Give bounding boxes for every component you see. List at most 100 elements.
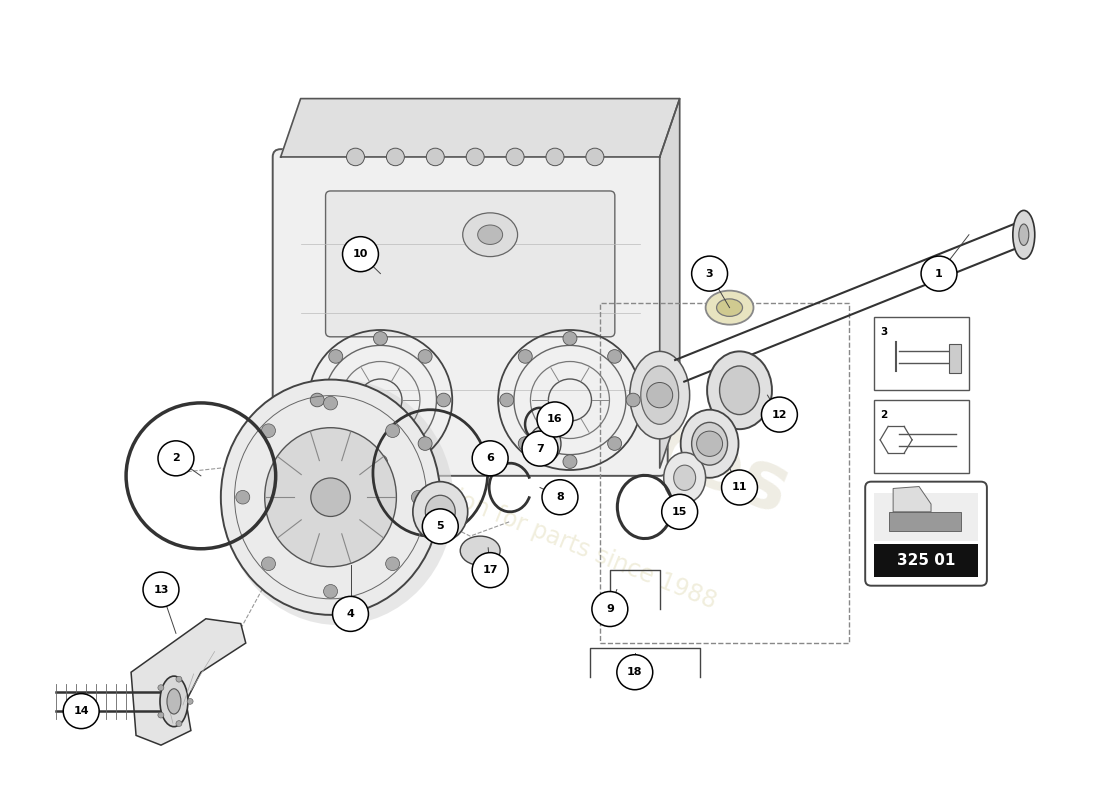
Polygon shape xyxy=(893,486,931,512)
Ellipse shape xyxy=(460,536,500,566)
Circle shape xyxy=(342,237,378,272)
Circle shape xyxy=(437,393,451,407)
Text: 4: 4 xyxy=(346,609,354,619)
Circle shape xyxy=(418,350,432,363)
Text: 1: 1 xyxy=(935,269,943,278)
Ellipse shape xyxy=(537,435,553,453)
Circle shape xyxy=(921,256,957,291)
Circle shape xyxy=(311,478,350,517)
Text: 16: 16 xyxy=(547,414,563,425)
Circle shape xyxy=(386,424,399,438)
Circle shape xyxy=(63,694,99,729)
FancyBboxPatch shape xyxy=(326,191,615,337)
Text: 14: 14 xyxy=(74,706,89,716)
Circle shape xyxy=(386,148,405,166)
Ellipse shape xyxy=(265,428,396,566)
Circle shape xyxy=(617,654,652,690)
Circle shape xyxy=(696,431,723,456)
Text: 18: 18 xyxy=(627,667,642,678)
Circle shape xyxy=(542,480,578,514)
Bar xyxy=(949,344,961,373)
Text: 325 01: 325 01 xyxy=(896,553,955,568)
Bar xyxy=(874,544,978,577)
Circle shape xyxy=(522,431,558,466)
Circle shape xyxy=(472,553,508,588)
Ellipse shape xyxy=(630,351,690,439)
Circle shape xyxy=(158,441,194,476)
Circle shape xyxy=(411,490,426,504)
Text: 6: 6 xyxy=(486,454,494,463)
Text: a passion for parts since 1988: a passion for parts since 1988 xyxy=(379,458,720,614)
FancyBboxPatch shape xyxy=(866,482,987,586)
Circle shape xyxy=(518,350,532,363)
Text: 10: 10 xyxy=(353,249,369,259)
Ellipse shape xyxy=(223,379,453,625)
Circle shape xyxy=(607,437,621,450)
Circle shape xyxy=(537,402,573,437)
Bar xyxy=(874,400,969,473)
Text: 2: 2 xyxy=(880,410,888,420)
Circle shape xyxy=(586,148,604,166)
Circle shape xyxy=(187,698,194,704)
Circle shape xyxy=(373,331,387,346)
Circle shape xyxy=(329,437,343,450)
Text: 7: 7 xyxy=(536,444,543,454)
Circle shape xyxy=(346,148,364,166)
Circle shape xyxy=(722,470,758,505)
Ellipse shape xyxy=(221,379,440,615)
Circle shape xyxy=(158,685,164,690)
Circle shape xyxy=(427,148,444,166)
Ellipse shape xyxy=(681,410,738,478)
Circle shape xyxy=(158,712,164,718)
Circle shape xyxy=(310,393,324,407)
Circle shape xyxy=(373,454,387,469)
Circle shape xyxy=(592,591,628,626)
Circle shape xyxy=(386,557,399,570)
Circle shape xyxy=(332,596,368,631)
Circle shape xyxy=(563,331,576,346)
Polygon shape xyxy=(660,98,680,468)
Circle shape xyxy=(647,382,673,408)
Ellipse shape xyxy=(663,453,705,503)
Ellipse shape xyxy=(1013,210,1035,259)
Text: 11: 11 xyxy=(732,482,747,493)
Ellipse shape xyxy=(477,225,503,245)
Circle shape xyxy=(262,557,275,570)
Circle shape xyxy=(692,256,727,291)
Bar xyxy=(874,318,969,390)
Circle shape xyxy=(563,454,576,469)
Text: 9: 9 xyxy=(606,604,614,614)
Circle shape xyxy=(323,396,338,410)
Ellipse shape xyxy=(463,213,518,257)
Circle shape xyxy=(506,148,524,166)
Ellipse shape xyxy=(412,482,468,542)
Circle shape xyxy=(546,148,564,166)
Circle shape xyxy=(466,148,484,166)
Circle shape xyxy=(662,494,697,530)
Circle shape xyxy=(235,490,250,504)
Circle shape xyxy=(499,393,514,407)
Ellipse shape xyxy=(719,366,759,414)
FancyBboxPatch shape xyxy=(273,149,668,476)
Ellipse shape xyxy=(707,351,772,429)
Ellipse shape xyxy=(705,290,754,325)
Text: 8: 8 xyxy=(557,492,564,502)
Polygon shape xyxy=(280,98,680,157)
Polygon shape xyxy=(131,618,245,745)
Circle shape xyxy=(422,509,459,544)
Circle shape xyxy=(143,572,179,607)
Circle shape xyxy=(176,721,182,726)
Ellipse shape xyxy=(426,495,455,528)
Ellipse shape xyxy=(641,366,679,424)
Ellipse shape xyxy=(673,465,695,490)
Circle shape xyxy=(472,441,508,476)
Text: 13: 13 xyxy=(153,585,168,594)
Text: 5: 5 xyxy=(437,522,444,531)
Bar xyxy=(874,494,978,541)
Ellipse shape xyxy=(1019,224,1028,246)
Ellipse shape xyxy=(160,676,188,726)
Circle shape xyxy=(518,437,532,450)
Text: 2: 2 xyxy=(172,454,179,463)
Ellipse shape xyxy=(167,689,180,714)
Circle shape xyxy=(329,350,343,363)
